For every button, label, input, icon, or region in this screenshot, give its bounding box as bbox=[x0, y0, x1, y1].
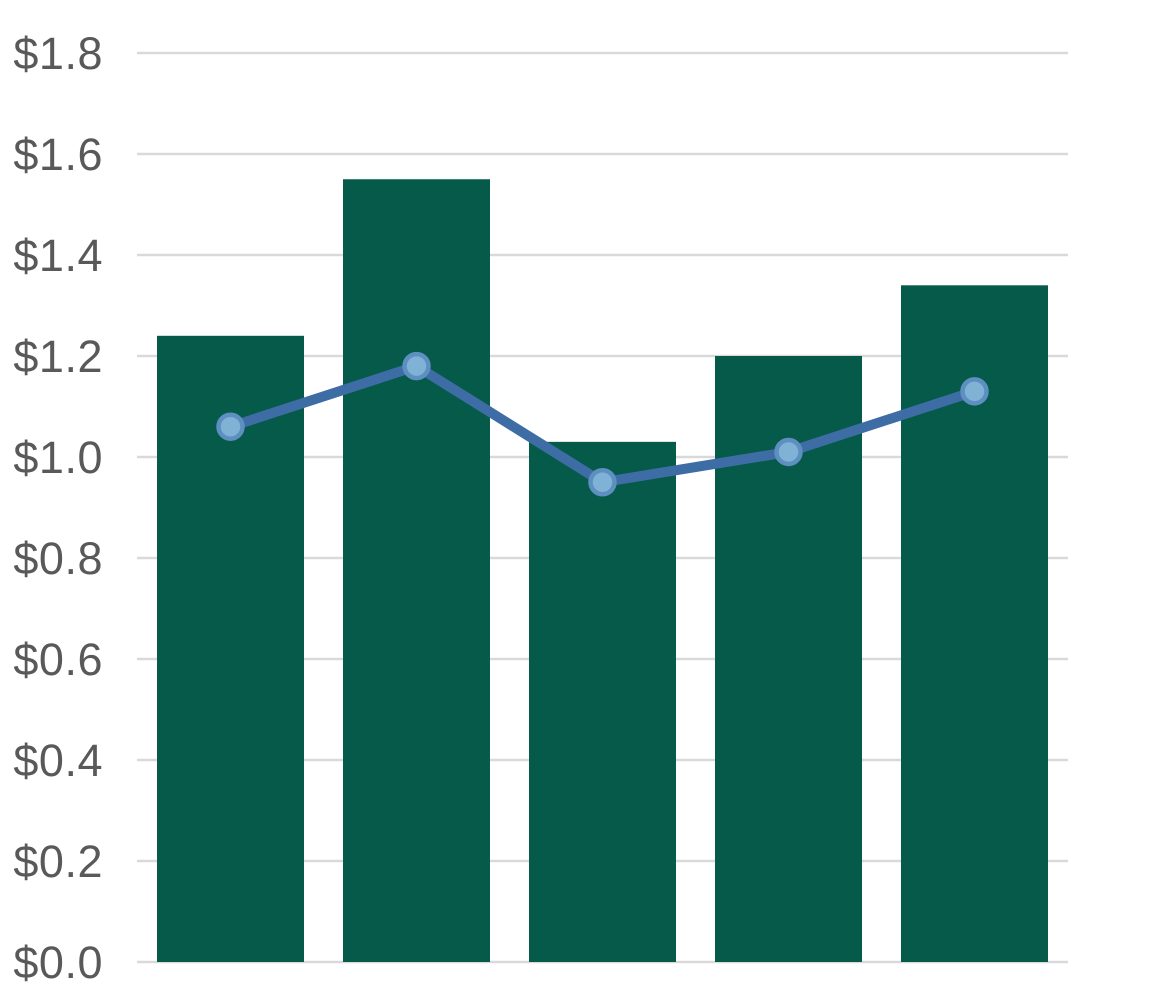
line-marker-2 bbox=[402, 351, 431, 381]
line-marker-1 bbox=[216, 412, 245, 441]
y-axis-tick-label: $1.6 bbox=[13, 129, 103, 180]
y-axis-tick-label: $1.0 bbox=[13, 432, 103, 483]
y-axis-tick-label: $0.8 bbox=[13, 533, 103, 584]
y-axis-tick-label: $1.8 bbox=[13, 28, 103, 79]
line-marker-3 bbox=[588, 468, 617, 497]
bar-3 bbox=[529, 441, 676, 963]
y-axis-tick-label: $0.6 bbox=[13, 634, 103, 685]
bar-2 bbox=[343, 179, 490, 962]
y-axis-tick-label: $0.0 bbox=[13, 937, 103, 988]
y-axis-tick-label: $1.2 bbox=[13, 331, 103, 382]
y-axis-tick-label: $0.4 bbox=[13, 735, 103, 786]
y-axis-tick-label: $1.4 bbox=[13, 230, 103, 281]
y-axis-tick-label: $0.2 bbox=[13, 836, 103, 887]
line-marker-5 bbox=[960, 377, 989, 406]
line-marker-4 bbox=[774, 437, 803, 467]
